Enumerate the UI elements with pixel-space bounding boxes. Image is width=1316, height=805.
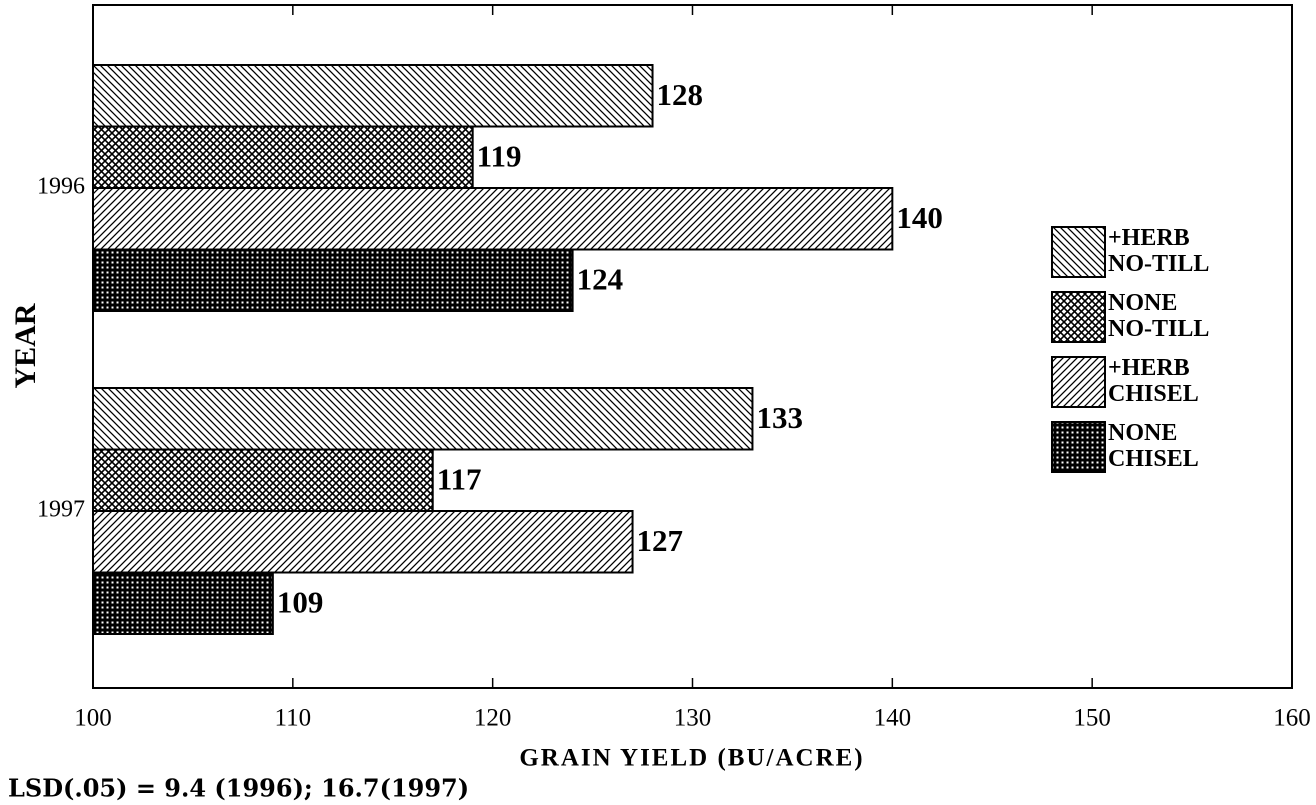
x-tick-label: 120 [474,705,512,732]
bar [92,387,754,451]
value-label: 109 [277,584,324,619]
legend-swatch [1051,291,1106,343]
bar [92,571,274,635]
y-tick-label: 1997 [37,497,85,523]
legend-label: +HERB NO-TILL [1108,225,1209,277]
value-label: 140 [896,200,943,235]
legend-label-line: +HERB [1108,355,1190,381]
bar [92,187,894,251]
x-tick-label: 150 [1073,705,1111,732]
x-tick-label: 140 [874,705,912,732]
bar [92,510,634,574]
legend-label-line: CHISEL [1108,381,1199,407]
legend-swatch [1051,421,1106,473]
bar [92,64,654,128]
legend-swatch [1051,226,1106,278]
x-tick-label: 110 [275,705,312,732]
value-label: 133 [756,400,803,435]
value-label: 119 [477,138,522,173]
legend-label: NONE CHISEL [1108,420,1199,472]
legend-swatch [1051,356,1106,408]
legend-label-line: +HERB [1108,225,1190,251]
x-axis-label: GRAIN YIELD (BU/ACRE) [519,745,864,772]
value-label: 127 [637,523,684,558]
y-axis-label: YEAR [9,303,42,388]
legend-label-line: NO-TILL [1108,316,1209,342]
y-tick-label: 1996 [37,174,85,200]
legend-label: +HERB CHISEL [1108,355,1199,407]
value-label: 124 [577,261,624,296]
legend-label-line: NONE [1108,290,1177,316]
x-tick-label: 100 [74,705,112,732]
legend-label-line: NONE [1108,420,1177,446]
annotation: LSD(.05) = 9.4 (1996); 16.7(1997) [8,774,469,803]
bar [92,125,474,189]
value-label: 117 [437,461,482,496]
bar [92,248,574,312]
x-tick-label: 160 [1273,705,1311,732]
value-label: 128 [657,77,704,112]
legend-label: NONE NO-TILL [1108,290,1209,342]
legend-label-line: CHISEL [1108,446,1199,472]
legend-label-line: NO-TILL [1108,251,1209,277]
x-tick-label: 130 [674,705,712,732]
bar [92,448,434,512]
